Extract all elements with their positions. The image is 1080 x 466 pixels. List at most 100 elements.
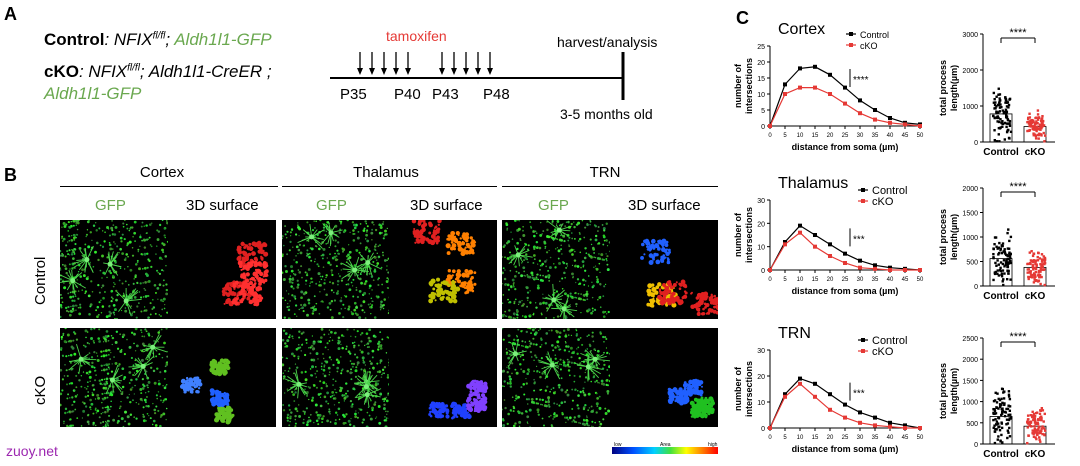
data-point bbox=[1004, 108, 1008, 111]
y-tick-label: 10 bbox=[757, 245, 765, 252]
data-point bbox=[1005, 423, 1008, 426]
data-point bbox=[1001, 441, 1004, 444]
data-point bbox=[1036, 118, 1040, 121]
tamoxifen-arrowhead bbox=[439, 68, 445, 75]
data-point bbox=[1038, 275, 1041, 279]
data-point bbox=[997, 133, 1000, 136]
data-point bbox=[1006, 247, 1010, 250]
data-point bbox=[1041, 268, 1045, 271]
data-point bbox=[1035, 431, 1039, 434]
data-point bbox=[1003, 121, 1007, 125]
data-point bbox=[1008, 254, 1011, 258]
col-surface-thalamus: 3D surface bbox=[410, 197, 483, 214]
tamoxifen-arrowhead bbox=[381, 68, 387, 75]
data-point bbox=[1009, 417, 1013, 420]
data-point bbox=[998, 398, 1002, 402]
data-point bbox=[1007, 404, 1010, 407]
data-point bbox=[1040, 126, 1043, 130]
data-point bbox=[999, 247, 1003, 251]
data-point bbox=[1031, 415, 1035, 419]
data-point bbox=[1032, 126, 1035, 129]
data-point bbox=[1027, 275, 1030, 279]
area-colorbar: low Area high bbox=[612, 442, 718, 454]
data-point bbox=[1035, 116, 1038, 119]
data-point bbox=[1003, 272, 1006, 275]
data-point bbox=[798, 230, 802, 235]
data-point bbox=[995, 406, 999, 410]
chart-title: TRN bbox=[778, 325, 811, 342]
data-point bbox=[997, 426, 1000, 429]
data-point bbox=[1005, 278, 1009, 281]
data-point bbox=[1038, 436, 1041, 439]
data-point bbox=[858, 258, 862, 263]
data-point bbox=[1005, 105, 1009, 108]
data-point bbox=[1003, 265, 1006, 268]
data-point bbox=[1040, 134, 1043, 137]
data-point bbox=[1040, 260, 1044, 263]
y-tick-label: 1000 bbox=[962, 400, 978, 407]
data-point bbox=[997, 103, 1001, 107]
data-point bbox=[1000, 105, 1003, 109]
data-point bbox=[843, 261, 847, 265]
data-point bbox=[1039, 431, 1042, 435]
colorbar-low: low bbox=[614, 442, 622, 448]
data-point bbox=[1005, 125, 1008, 129]
data-point bbox=[1007, 393, 1011, 396]
data-point bbox=[992, 114, 995, 118]
data-point bbox=[1043, 433, 1046, 436]
data-point bbox=[992, 426, 995, 430]
data-point bbox=[1007, 103, 1011, 107]
data-point bbox=[1040, 275, 1043, 279]
data-point bbox=[1005, 407, 1008, 411]
legend-label: Control bbox=[872, 335, 907, 347]
data-point bbox=[996, 120, 999, 123]
data-point bbox=[992, 101, 996, 104]
data-point bbox=[1032, 125, 1035, 128]
data-point bbox=[1043, 256, 1047, 260]
data-point bbox=[1040, 263, 1043, 266]
data-point bbox=[1035, 121, 1038, 125]
data-point bbox=[1037, 425, 1041, 428]
data-point bbox=[1005, 254, 1009, 257]
data-point bbox=[858, 410, 862, 415]
data-point bbox=[1036, 125, 1039, 128]
data-point bbox=[1009, 235, 1013, 239]
x-tick-label: 0 bbox=[768, 277, 772, 283]
tamoxifen-arrowhead bbox=[357, 68, 363, 75]
data-point bbox=[1039, 123, 1042, 126]
data-point bbox=[1000, 387, 1004, 390]
data-point bbox=[998, 106, 1002, 109]
y-tick-label: 1500 bbox=[962, 211, 978, 218]
gfp-micrograph bbox=[502, 328, 610, 427]
col-gfp-trn: GFP bbox=[538, 197, 569, 214]
y-tick-label: 0 bbox=[974, 284, 978, 291]
data-point bbox=[843, 251, 847, 256]
sholl-chart-trn: TRN 0 10 20 30 0 5 10 15 20 25 30 35 40 45 50 distance f… bbox=[733, 325, 924, 454]
data-point bbox=[1006, 258, 1009, 261]
data-point bbox=[1038, 127, 1041, 130]
data-point bbox=[996, 269, 999, 272]
data-point bbox=[1005, 258, 1008, 262]
data-point bbox=[1001, 242, 1005, 245]
data-point bbox=[1008, 259, 1012, 263]
data-point bbox=[1003, 403, 1006, 407]
y-tick-label: 20 bbox=[757, 221, 765, 228]
y-tick-label: 1500 bbox=[962, 378, 978, 385]
data-point bbox=[1003, 402, 1006, 405]
y-tick-label: 20 bbox=[757, 60, 765, 67]
data-point bbox=[843, 402, 847, 407]
data-point bbox=[783, 392, 787, 397]
data-point bbox=[1040, 253, 1044, 256]
data-point bbox=[1034, 267, 1038, 271]
data-point bbox=[997, 251, 1001, 255]
data-point bbox=[996, 247, 999, 250]
significance-label: **** bbox=[1009, 27, 1027, 39]
data-point bbox=[998, 110, 1001, 113]
data-point bbox=[1034, 137, 1038, 140]
data-point bbox=[1002, 250, 1005, 253]
harvest-label: harvest/analysis bbox=[557, 34, 658, 50]
data-point bbox=[1002, 391, 1005, 394]
data-point bbox=[813, 233, 817, 237]
data-point bbox=[1039, 125, 1042, 129]
x-tick-label: 30 bbox=[857, 133, 864, 139]
